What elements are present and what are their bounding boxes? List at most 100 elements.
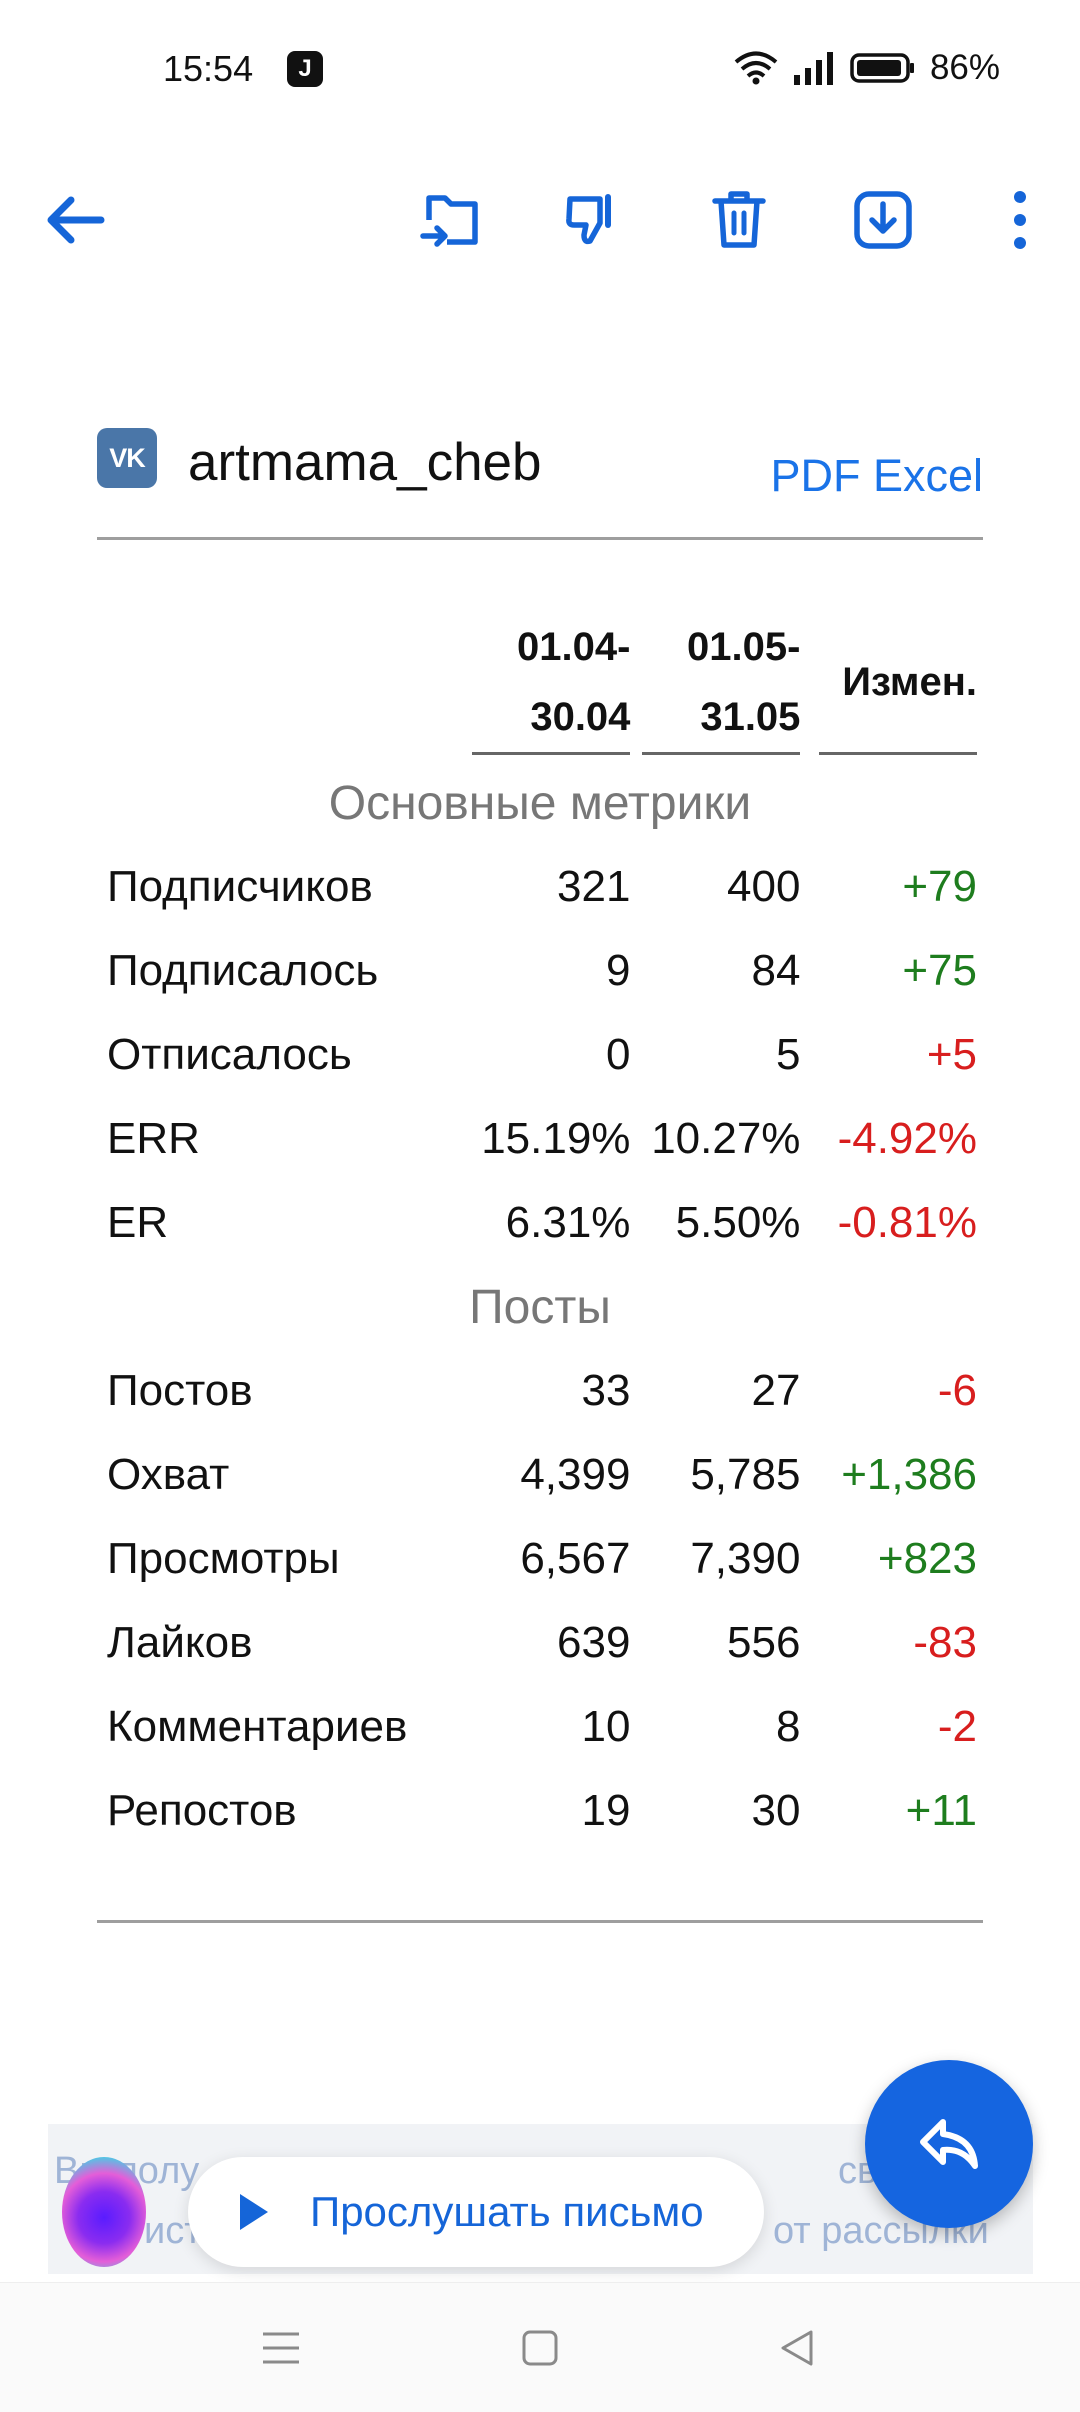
change-value: -0.81% (837, 1198, 977, 1247)
voice-assistant-orb[interactable] (62, 2157, 146, 2267)
table-row: Отписалось 0 5 +5 (97, 1013, 983, 1097)
period-1-start: 01.04- (517, 625, 631, 669)
listen-label: Прослушать письмо (310, 2188, 704, 2235)
metric-label: Просмотры (107, 1534, 340, 1583)
header-change: Измен. (806, 600, 983, 761)
table-row: Лайков 639 556 -83 (97, 1601, 983, 1685)
home-button[interactable] (505, 2313, 575, 2383)
move-to-folder-icon (420, 195, 478, 247)
metric-label: Лайков (107, 1618, 253, 1667)
sender-header: VK artmama_cheb PDF Excel (97, 420, 983, 540)
period-2-value: 400 (727, 862, 801, 911)
period-1-value: 9 (605, 946, 631, 995)
metric-label: ER (107, 1198, 169, 1247)
period-2-value: 5.50% (675, 1198, 801, 1247)
period-1-end: 30.04 (530, 695, 631, 739)
header-metric (97, 600, 466, 761)
table-row: Подписалось 9 84 +75 (97, 929, 983, 1013)
back-nav-button[interactable] (762, 2313, 832, 2383)
change-header-label: Измен. (819, 612, 977, 755)
section-posts: Посты (469, 1280, 611, 1334)
period-1-value: 321 (557, 862, 631, 911)
metric-label: Отписалось (107, 1030, 352, 1079)
change-value: -6 (937, 1366, 977, 1415)
back-button[interactable] (34, 180, 114, 260)
trash-icon (712, 191, 766, 248)
play-icon (240, 2194, 268, 2230)
battery-percent: 86% (929, 48, 1000, 87)
period-1-value: 10 (581, 1702, 631, 1751)
reply-icon (920, 2119, 978, 2169)
move-to-folder-button[interactable] (410, 180, 490, 260)
table-row: Охват 4,399 5,785 +1,386 (97, 1433, 983, 1517)
reply-button[interactable] (865, 2060, 1033, 2228)
metric-label: Комментариев (107, 1702, 408, 1751)
recents-button[interactable] (246, 2313, 316, 2383)
table-header-row: 01.04- 30.04 01.05- 31.05 Измен. (97, 600, 983, 761)
stats-table: 01.04- 30.04 01.05- 31.05 Измен. Основны… (97, 600, 983, 1853)
wifi-icon (734, 51, 778, 85)
section-main-metrics: Основные метрики (328, 776, 752, 830)
export-pdf-link[interactable]: PDF (770, 450, 861, 501)
status-time: 15:54 (163, 48, 254, 89)
metric-label: Постов (107, 1366, 253, 1415)
home-icon (522, 2330, 558, 2366)
battery-icon (850, 53, 914, 83)
period-1-value: 639 (557, 1618, 631, 1667)
status-indicators: 86% (734, 48, 1000, 88)
period-1-value: 4,399 (520, 1450, 631, 1499)
period-2-value: 7,390 (690, 1534, 801, 1583)
save-button[interactable] (843, 180, 923, 260)
change-value: -2 (937, 1702, 977, 1751)
metric-label: Подписалось (107, 946, 379, 995)
export-links: PDF Excel (770, 450, 983, 502)
community-name: artmama_cheb (188, 433, 542, 492)
period-2-value: 5,785 (690, 1450, 801, 1499)
header-period-2: 01.05- 31.05 (636, 600, 806, 761)
arrow-left-icon (47, 196, 105, 244)
more-vertical-icon (1014, 191, 1026, 249)
section-row: Посты (97, 1265, 983, 1349)
more-options-button[interactable] (980, 180, 1060, 260)
period-1-value: 19 (581, 1786, 631, 1835)
table-row: ERR 15.19% 10.27% -4.92% (97, 1097, 983, 1181)
period-2-value: 5 (775, 1030, 801, 1079)
email-body: VK artmama_cheb PDF Excel 01.04- 30.04 (97, 420, 983, 1923)
export-excel-link[interactable]: Excel (872, 450, 983, 501)
dislike-button[interactable] (553, 180, 633, 260)
table-row: Постов 33 27 -6 (97, 1349, 983, 1433)
change-value: +11 (905, 1786, 977, 1835)
period-2-value: 8 (775, 1702, 801, 1751)
period-2-value: 27 (751, 1366, 801, 1415)
header-period-1: 01.04- 30.04 (466, 600, 636, 761)
period-1-value: 6,567 (520, 1534, 631, 1583)
table-row: Просмотры 6,567 7,390 +823 (97, 1517, 983, 1601)
divider (97, 1920, 983, 1923)
change-value: +79 (902, 862, 977, 911)
change-value: -4.92% (837, 1114, 977, 1163)
change-value: +75 (902, 946, 977, 995)
change-value: -83 (913, 1618, 977, 1667)
mail-toolbar (0, 170, 1080, 270)
table-row: Комментариев 10 8 -2 (97, 1685, 983, 1769)
download-icon (854, 191, 912, 249)
stats-body: Основные метрики Подписчиков 321 400 +79 Под… (97, 761, 983, 1853)
metric-label: Охват (107, 1450, 230, 1499)
period-2-start: 01.05- (687, 625, 801, 669)
period-1-value: 33 (581, 1366, 631, 1415)
menu-icon (263, 2332, 299, 2364)
metric-label: Репостов (107, 1786, 297, 1835)
notification-app-icon: J (287, 51, 323, 87)
metric-label: Подписчиков (107, 862, 373, 911)
thumbs-down-icon (566, 194, 611, 245)
table-row: Репостов 19 30 +11 (97, 1769, 983, 1853)
delete-button[interactable] (699, 180, 779, 260)
signal-icon (793, 52, 833, 85)
listen-email-button[interactable]: Прослушать письмо (188, 2157, 764, 2267)
change-value: +823 (877, 1534, 977, 1583)
period-1-value: 15.19% (481, 1114, 631, 1163)
vk-logo-icon: VK (97, 428, 157, 488)
metric-label: ERR (107, 1114, 200, 1163)
period-2-value: 556 (727, 1618, 801, 1667)
system-nav-bar (0, 2282, 1080, 2412)
